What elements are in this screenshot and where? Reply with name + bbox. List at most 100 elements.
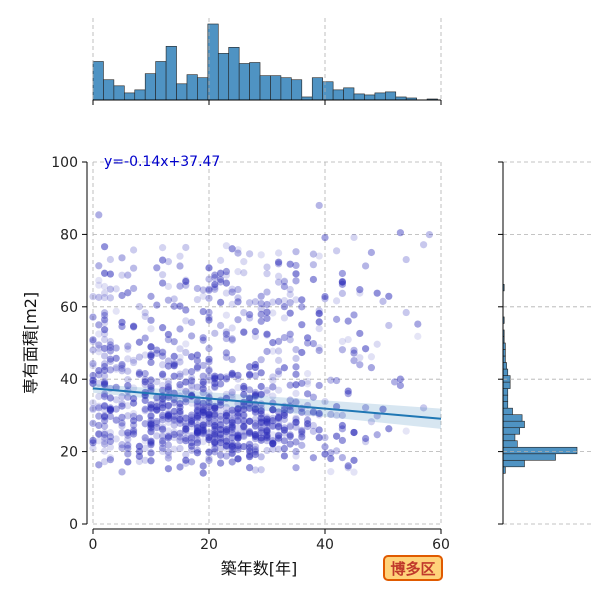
scatter-point xyxy=(164,433,172,442)
scatter-point xyxy=(211,422,219,430)
scatter-point xyxy=(159,348,167,356)
scatter-point xyxy=(159,431,167,439)
scatter-point xyxy=(275,408,283,416)
x-histogram-bar xyxy=(249,62,261,101)
scatter-point xyxy=(263,433,271,441)
scatter-point xyxy=(286,432,294,441)
scatter-point xyxy=(170,416,178,425)
scatter-point xyxy=(269,422,277,430)
scatter-point xyxy=(228,433,236,441)
scatter-point xyxy=(182,277,190,286)
scatter-point xyxy=(217,438,225,447)
scatter-point xyxy=(95,293,103,301)
y-histogram-bar xyxy=(502,362,507,370)
scatter-point xyxy=(124,367,132,375)
scatter-point xyxy=(257,299,265,308)
scatter-point xyxy=(89,399,97,407)
scatter-point xyxy=(298,303,306,311)
scatter-point xyxy=(147,439,155,447)
scatter-point xyxy=(205,456,213,464)
scatter-point xyxy=(286,431,294,439)
scatter-point xyxy=(367,353,375,361)
scatter-point xyxy=(234,371,242,379)
scatter-point xyxy=(257,251,265,259)
scatter-point xyxy=(182,425,190,434)
scatter-point xyxy=(344,317,352,325)
scatter-point xyxy=(263,386,271,394)
scatter-point xyxy=(269,373,277,381)
scatter-point xyxy=(251,415,259,423)
scatter-point xyxy=(217,420,225,428)
scatter-point xyxy=(333,432,341,440)
scatter-point xyxy=(234,434,242,442)
scatter-point xyxy=(211,445,219,453)
scatter-point xyxy=(228,458,236,466)
scatter-point xyxy=(286,330,294,338)
y-histogram-bar xyxy=(502,453,556,461)
scatter-point xyxy=(356,329,364,338)
scatter-point xyxy=(170,412,178,420)
scatter-point xyxy=(385,425,393,433)
scatter-point xyxy=(147,358,155,367)
scatter-point xyxy=(182,317,190,325)
scatter-point xyxy=(263,434,271,442)
scatter-point xyxy=(176,262,184,270)
scatter-point xyxy=(89,436,97,445)
scatter-point xyxy=(251,327,259,336)
scatter-point xyxy=(228,421,236,429)
scatter-point xyxy=(280,297,288,305)
scatter-point xyxy=(263,263,271,271)
scatter-point xyxy=(333,376,341,385)
scatter-point xyxy=(141,370,149,378)
scatter-point xyxy=(199,426,207,434)
x-histogram-bar xyxy=(228,47,240,101)
scatter-point xyxy=(147,316,155,324)
scatter-point xyxy=(205,409,213,417)
scatter-point xyxy=(257,369,265,377)
scatter-point xyxy=(222,334,230,343)
scatter-point xyxy=(217,256,225,264)
scatter-point xyxy=(101,430,109,438)
scatter-point xyxy=(251,408,259,417)
scatter-point xyxy=(130,426,138,434)
scatter-point xyxy=(188,382,196,390)
scatter-point xyxy=(159,439,167,447)
scatter-point xyxy=(234,417,242,425)
scatter-point xyxy=(193,439,201,447)
x-histogram-bar xyxy=(217,53,230,101)
scatter-point xyxy=(211,415,219,423)
x-histogram-bar xyxy=(207,23,219,101)
scatter-point xyxy=(275,419,283,427)
scatter-point xyxy=(280,444,288,453)
scatter-point xyxy=(228,300,236,308)
scatter-point xyxy=(298,430,306,438)
scatter-point xyxy=(222,409,230,417)
scatter-point xyxy=(153,349,161,358)
scatter-point xyxy=(188,377,196,385)
x-histogram-bar xyxy=(103,79,115,101)
scatter-point xyxy=(222,330,230,338)
scatter-point xyxy=(124,345,132,353)
scatter-point xyxy=(164,296,172,304)
scatter-point xyxy=(153,264,161,272)
scatter-point xyxy=(217,373,225,381)
scatter-point xyxy=(211,280,219,289)
scatter-point xyxy=(292,261,300,270)
scatter-point xyxy=(159,432,167,441)
scatter-point xyxy=(246,447,254,455)
scatter-point xyxy=(188,417,196,426)
scatter-point xyxy=(246,363,254,371)
scatter-point xyxy=(292,389,300,398)
scatter-point xyxy=(193,364,201,372)
scatter-point xyxy=(234,411,242,419)
scatter-point xyxy=(217,321,225,330)
scatter-point xyxy=(263,300,271,309)
x-histogram-bar xyxy=(343,87,355,101)
scatter-point xyxy=(251,450,259,459)
scatter-point xyxy=(222,353,230,361)
scatter-point xyxy=(193,414,201,422)
scatter-point xyxy=(275,347,283,355)
scatter-point xyxy=(182,281,190,289)
scatter-point xyxy=(147,351,155,359)
scatter-point xyxy=(141,437,149,445)
